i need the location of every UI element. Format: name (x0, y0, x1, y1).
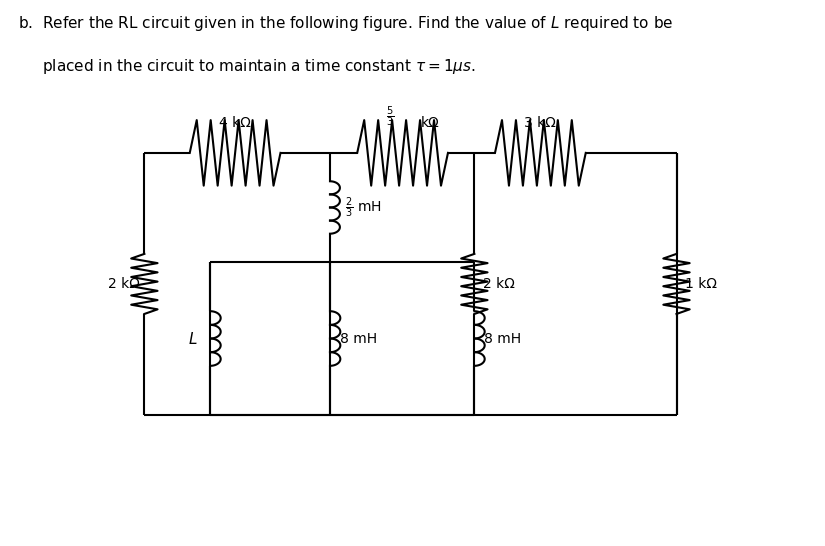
Text: $\frac{5}{3}$: $\frac{5}{3}$ (386, 104, 394, 129)
Text: 2 kΩ: 2 kΩ (483, 277, 515, 291)
Text: 2 kΩ: 2 kΩ (108, 277, 140, 291)
Text: 8 mH: 8 mH (484, 331, 521, 346)
Text: placed in the circuit to maintain a time constant $\tau = 1\mu s$.: placed in the circuit to maintain a time… (18, 57, 476, 76)
Text: $\frac{2}{3}$ mH: $\frac{2}{3}$ mH (345, 195, 382, 219)
Text: 8 mH: 8 mH (340, 331, 377, 346)
Text: 4 kΩ: 4 kΩ (219, 116, 251, 130)
Text: b.  Refer the RL circuit given in the following figure. Find the value of $L$ re: b. Refer the RL circuit given in the fol… (18, 14, 673, 33)
Text: kΩ: kΩ (421, 116, 440, 130)
Text: $L$: $L$ (188, 330, 198, 347)
Text: 3 kΩ: 3 kΩ (525, 116, 556, 130)
Text: 1 kΩ: 1 kΩ (685, 277, 717, 291)
